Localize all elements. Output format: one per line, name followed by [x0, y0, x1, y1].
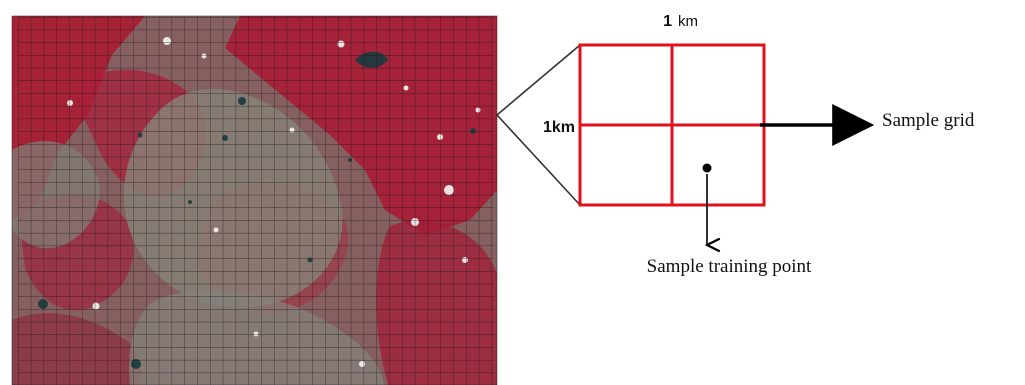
- sample-grid-label: Sample grid: [882, 110, 975, 131]
- left-distance-label: 1km: [543, 119, 575, 136]
- measurement-labels: 1 km 1km: [543, 13, 698, 136]
- zoom-connector-bottom: [496, 114, 581, 206]
- sample-grid-callout: Sample grid: [760, 104, 975, 146]
- top-distance-number: 1: [663, 13, 672, 30]
- sample-training-point-callout: Sample training point: [647, 174, 812, 277]
- zoom-connector: [496, 44, 581, 206]
- satellite-image: [11, 15, 498, 385]
- top-distance-unit: km: [678, 13, 698, 30]
- zoom-connector-top: [496, 44, 581, 116]
- satellite-image-border: [11, 15, 498, 385]
- sample-training-point-dot: [702, 163, 712, 173]
- sample-training-point-label: Sample training point: [647, 256, 812, 277]
- enlarged-sample-grid: [578, 43, 766, 207]
- fine-sample-grid-overlay: [18, 17, 494, 385]
